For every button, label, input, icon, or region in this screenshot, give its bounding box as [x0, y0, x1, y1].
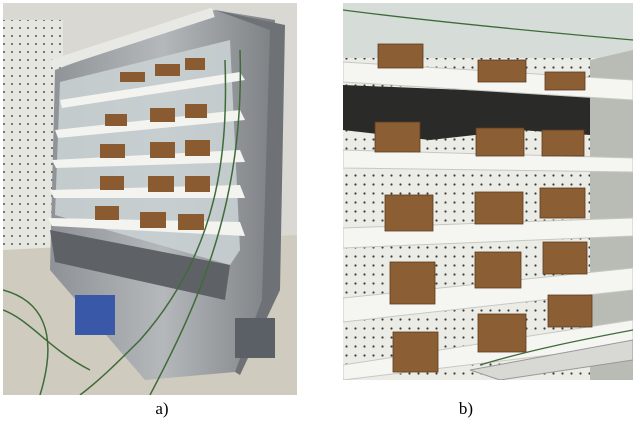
packages-part [150, 142, 175, 158]
photo-b [343, 3, 633, 380]
packages-part [185, 104, 207, 118]
photo-a-part [235, 318, 275, 358]
packages-part [475, 252, 521, 288]
packages-part [385, 195, 433, 231]
packages-part [476, 128, 524, 156]
packages-part [542, 130, 584, 156]
packages-part [548, 295, 592, 327]
packages-part [375, 122, 420, 152]
packages-part [100, 176, 124, 190]
figure: a) b) [0, 0, 633, 423]
packages-part [148, 176, 174, 192]
packages-part [185, 140, 210, 156]
packages-part [478, 314, 526, 352]
packages-part [478, 60, 526, 82]
packages-part [543, 242, 587, 274]
packages-part [140, 212, 166, 228]
packages-part [475, 192, 523, 224]
packages-part [390, 262, 435, 304]
photo-a-part [75, 295, 115, 335]
packages-part [185, 176, 210, 192]
packages-part [95, 206, 119, 220]
packages-part [393, 332, 438, 372]
packages-part [105, 114, 127, 126]
packages-part [120, 72, 145, 82]
packages-part [540, 188, 585, 218]
packages-part [545, 72, 585, 90]
packages-part [378, 44, 423, 68]
panel-label: b) [459, 399, 473, 418]
panel-label: a) [155, 399, 168, 418]
packages-part [100, 144, 125, 158]
packages-part [185, 58, 205, 70]
packages-part [150, 108, 175, 122]
packages-part [178, 214, 204, 230]
figure-canvas: a) b) [0, 0, 633, 423]
packages-part [155, 64, 180, 76]
photo-a [3, 3, 297, 395]
